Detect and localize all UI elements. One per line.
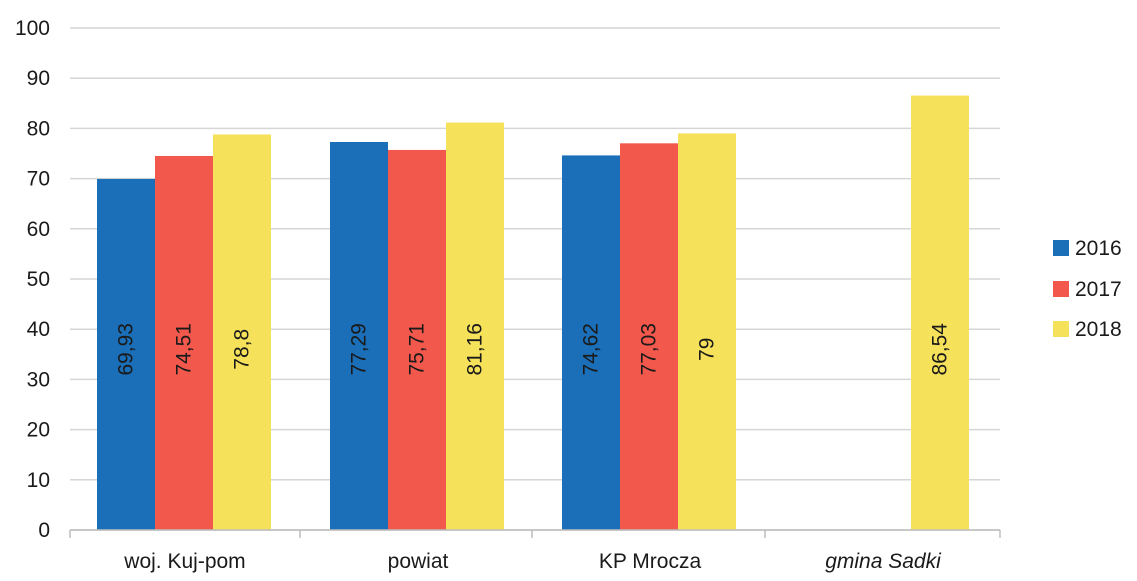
axes: 0 10 20 30 40 50 60 70 80 90 100 woj. Kuj-pom powiat…: [15, 17, 1001, 573]
legend-label: 2018: [1075, 318, 1122, 341]
bar-2016-0: [97, 178, 155, 530]
x-category-label: gmina Sadki: [825, 550, 942, 573]
bar-2016-1: [330, 142, 388, 530]
y-tick-label: 50: [27, 268, 50, 291]
y-tick-label: 10: [27, 469, 50, 492]
bar-data-label: 74,51: [173, 323, 196, 376]
bar-data-label: 74,62: [580, 323, 603, 376]
bar-2018-2: [678, 133, 736, 531]
y-tick-label: 40: [27, 318, 50, 341]
y-tick-label: 30: [27, 368, 50, 391]
y-tick-label: 0: [38, 519, 50, 542]
legend: 2016 2017 2018: [1053, 237, 1122, 341]
y-tick-label: 60: [27, 218, 50, 241]
bar-2018-0: [213, 134, 271, 530]
bars: 69,93 74,51 78,8 77,29 75,71 81,16 74,62 77,03 7…: [97, 95, 969, 531]
y-tick-label: 90: [27, 67, 50, 90]
legend-swatch-2016: [1053, 240, 1069, 256]
bar-data-label: 69,93: [115, 323, 138, 376]
legend-label: 2017: [1075, 278, 1122, 301]
y-tick-label: 20: [27, 419, 50, 442]
bar-data-label: 81,16: [464, 323, 487, 376]
y-tick-label: 80: [27, 117, 50, 140]
x-category-label: KP Mrocza: [599, 550, 702, 573]
legend-swatch-2018: [1053, 321, 1069, 337]
bar-2017-1: [388, 149, 446, 531]
y-tick-label: 70: [27, 168, 50, 191]
x-category-label: woj. Kuj-pom: [123, 550, 245, 573]
bar-2017-2: [620, 143, 678, 531]
bar-2016-2: [562, 155, 620, 530]
bar-2017-0: [155, 155, 213, 531]
y-tick-label: 100: [15, 17, 50, 40]
bar-2018-1: [446, 122, 504, 531]
bar-data-label: 75,71: [406, 323, 429, 376]
bar-data-label: 79: [696, 338, 719, 361]
bar-2018-3: [911, 95, 969, 530]
bar-data-label: 78,8: [231, 329, 254, 370]
legend-swatch-2017: [1053, 281, 1069, 297]
bar-data-label: 77,03: [638, 323, 661, 376]
bar-data-label: 77,29: [348, 323, 371, 376]
x-category-label: powiat: [388, 550, 449, 573]
legend-label: 2016: [1075, 237, 1122, 260]
bar-data-label: 86,54: [929, 323, 952, 376]
